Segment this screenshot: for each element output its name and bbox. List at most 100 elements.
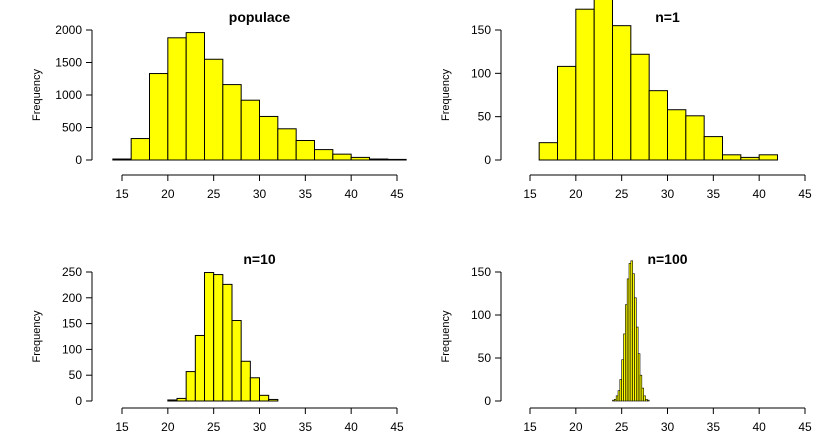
histogram-bar (612, 25, 632, 161)
histogram-bar (204, 272, 215, 402)
histogram-bar (231, 320, 242, 402)
y-tick-label: 50 (69, 368, 83, 382)
x-tick-label: 15 (115, 187, 129, 201)
histogram-bar (222, 84, 242, 161)
histogram-bar (185, 32, 206, 161)
x-tick-label: 35 (707, 420, 721, 434)
histogram-bar (259, 115, 279, 161)
histogram-bar (350, 156, 370, 161)
histogram-bar (222, 283, 233, 402)
chart-title: n=1 (655, 9, 680, 25)
y-tick-label: 100 (62, 342, 82, 356)
y-tick-label: 100 (471, 308, 491, 322)
histogram-bar (249, 377, 260, 402)
histogram-bar (240, 99, 261, 161)
histogram-bar (185, 371, 196, 402)
chart-title: n=10 (243, 251, 276, 267)
histogram-bar (685, 115, 705, 161)
histogram-bar (538, 142, 559, 161)
histogram-bar (204, 58, 224, 161)
x-tick-label: 30 (253, 187, 267, 201)
x-tick-label: 45 (390, 187, 404, 201)
histogram-bar (240, 360, 251, 402)
histogram-panel-1: populace Frequency 0 500 1000 1500 2000 15 20 25 3… (31, 9, 407, 201)
y-tick-label: 0 (484, 394, 491, 408)
y-tick-label: 0 (484, 153, 491, 167)
x-tick-label: 45 (798, 187, 812, 201)
histogram-bar (213, 274, 224, 402)
x-tick-label: 35 (707, 187, 721, 201)
y-axis-label: Frequency (440, 69, 452, 121)
histogram-bar (630, 53, 650, 161)
histogram-bar (167, 399, 178, 402)
histogram-bar (268, 398, 279, 402)
x-tick-label: 20 (161, 187, 175, 201)
chart-title: n=100 (647, 251, 687, 267)
histogram-bar (647, 399, 650, 402)
y-tick-label: 250 (62, 265, 82, 279)
y-axis-label: Frequency (31, 310, 43, 362)
x-tick-label: 20 (569, 420, 583, 434)
y-tick-label: 2000 (55, 23, 82, 37)
histogram-panel-4: n=100 Frequency 0 50 100 150 15 20 25 30 35 40 45 (440, 251, 812, 434)
y-axis-label: Frequency (31, 69, 43, 121)
histogram-bar (722, 154, 742, 161)
histogram-bar (314, 149, 334, 161)
y-axis-label: Frequency (440, 310, 452, 362)
histogram-bar (332, 153, 352, 161)
histogram-bar (703, 136, 724, 161)
y-tick-label: 50 (478, 110, 492, 124)
y-tick-label: 200 (62, 291, 82, 305)
histogram-bar (295, 140, 315, 161)
y-tick-label: 0 (75, 394, 82, 408)
x-tick-label: 35 (299, 187, 313, 201)
x-tick-label: 15 (523, 187, 537, 201)
histogram-bar (593, 0, 614, 161)
histogram-bar (667, 109, 687, 161)
y-tick-label: 150 (471, 265, 491, 279)
histogram-bar (387, 158, 407, 161)
histogram-panel-2: n=1 Frequency 0 50 100 150 15 20 25 30 35 40 45 (440, 0, 812, 201)
x-tick-label: 35 (299, 420, 313, 434)
histogram-bar (259, 394, 270, 402)
x-tick-label: 30 (661, 420, 675, 434)
histogram-bar (557, 65, 577, 161)
y-tick-label: 150 (62, 317, 82, 331)
histogram-bar (369, 158, 389, 161)
histogram-bar (167, 37, 187, 161)
x-tick-label: 45 (390, 420, 404, 434)
x-tick-label: 25 (615, 420, 629, 434)
x-tick-label: 40 (344, 420, 358, 434)
chart-title: populace (229, 9, 291, 25)
y-tick-label: 100 (471, 66, 491, 80)
y-tick-label: 0 (75, 153, 82, 167)
x-tick-label: 25 (615, 187, 629, 201)
x-tick-label: 15 (523, 420, 537, 434)
histogram-bar (648, 90, 669, 161)
y-tick-label: 500 (62, 121, 82, 135)
histogram-panel-3: n=10 Frequency 0 50 100 150 200 250 15 20 25 30 35 40… (31, 251, 404, 434)
x-tick-label: 20 (161, 420, 175, 434)
x-tick-label: 40 (752, 187, 766, 201)
x-tick-label: 40 (752, 420, 766, 434)
x-tick-label: 40 (344, 187, 358, 201)
x-tick-label: 20 (569, 187, 583, 201)
histogram-bar (643, 395, 646, 402)
x-tick-label: 25 (207, 187, 221, 201)
y-tick-label: 1000 (55, 88, 82, 102)
x-tick-label: 15 (115, 420, 129, 434)
y-tick-label: 1500 (55, 56, 82, 70)
x-tick-label: 25 (207, 420, 221, 434)
histogram-bar (112, 158, 132, 161)
histogram-bar (277, 128, 297, 161)
x-tick-label: 30 (253, 420, 267, 434)
histogram-bar (641, 387, 644, 402)
histogram-bar (758, 154, 779, 161)
x-tick-label: 45 (798, 420, 812, 434)
histogram-bar (575, 8, 595, 161)
histogram-bar (194, 334, 205, 402)
histogram-bar (130, 138, 151, 161)
x-tick-label: 30 (661, 187, 675, 201)
y-tick-label: 50 (478, 351, 492, 365)
